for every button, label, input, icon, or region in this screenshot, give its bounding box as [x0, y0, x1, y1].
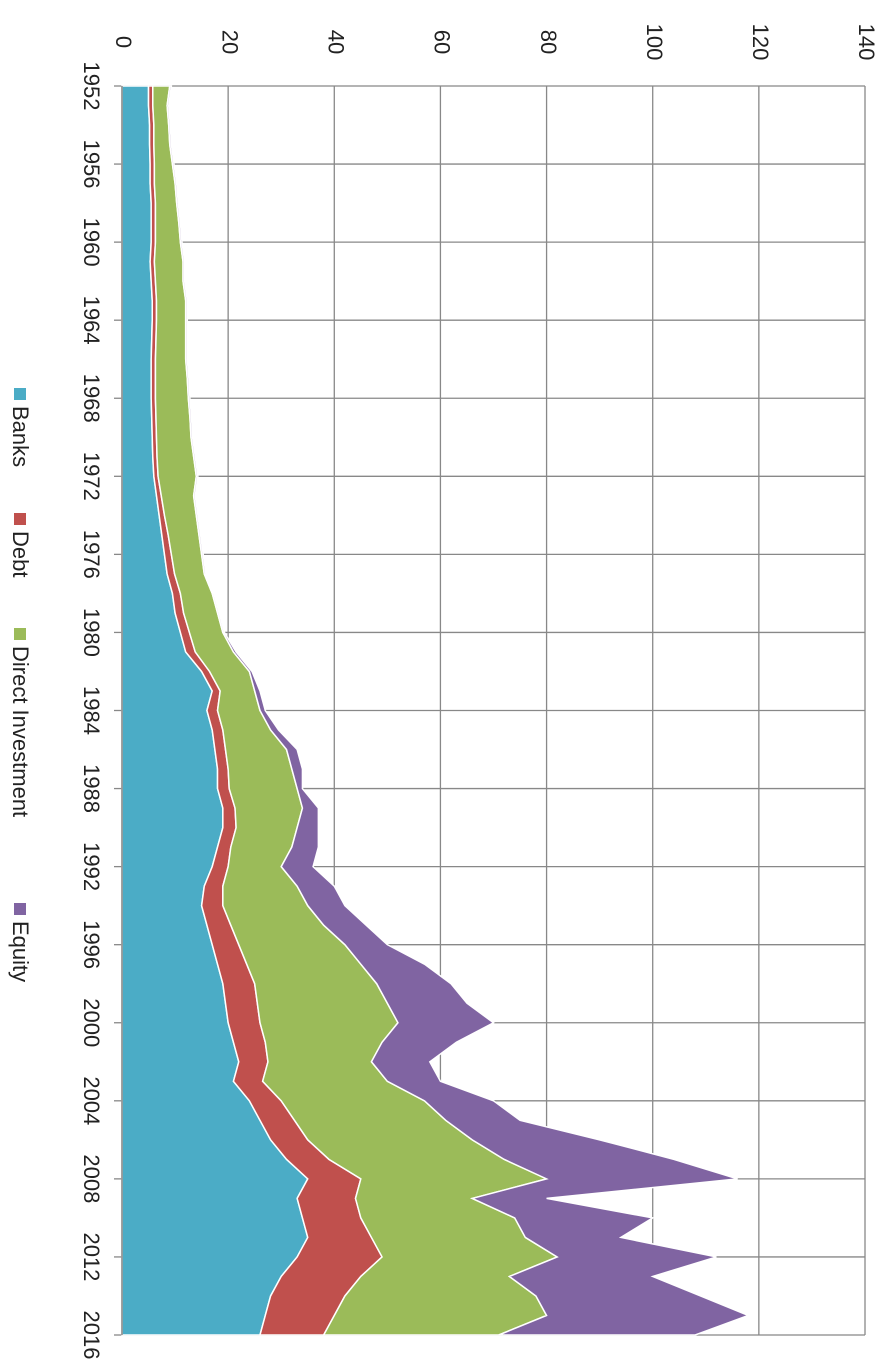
- x-tick-label: 2004: [79, 1076, 104, 1125]
- x-tick-label: 2008: [79, 1154, 104, 1203]
- x-tick-label: 1960: [79, 218, 104, 267]
- y-tick-label: 20: [217, 30, 242, 54]
- x-tick-label: 1956: [79, 140, 104, 189]
- x-tick-label: 2016: [79, 1311, 104, 1360]
- legend-swatch: [14, 513, 26, 525]
- x-tick-label: 1984: [79, 686, 104, 735]
- x-tick-label: 1968: [79, 374, 104, 423]
- legend-label: Banks: [8, 406, 33, 467]
- y-tick-label: 140: [854, 24, 879, 61]
- legend-label: Equity: [8, 921, 33, 982]
- legend-label: Direct Investment: [8, 646, 33, 817]
- x-tick-label: 1992: [79, 842, 104, 891]
- y-tick-label: 0: [111, 36, 136, 48]
- legend: Banks Debt Direct Investment Equity: [8, 388, 33, 982]
- x-tick-label: 1996: [79, 920, 104, 969]
- x-tick-label: 1980: [79, 608, 104, 657]
- x-tick-label: 2012: [79, 1232, 104, 1281]
- y-tick-label: 120: [748, 24, 773, 61]
- x-tick-label: 1952: [79, 62, 104, 111]
- area: [166, 85, 751, 1336]
- x-tick-label: 1964: [79, 296, 104, 345]
- legend-swatch: [14, 628, 26, 640]
- y-tick-label: 60: [430, 30, 455, 54]
- legend-swatch: [14, 903, 26, 915]
- legend-swatch: [14, 388, 26, 400]
- x-tick-label: 1988: [79, 764, 104, 813]
- y-tick-label: 100: [642, 24, 667, 61]
- x-tick-label: 2000: [79, 998, 104, 1047]
- legend-label: Debt: [8, 531, 33, 577]
- x-tick-label: 1972: [79, 452, 104, 501]
- x-tick-label: 1976: [79, 530, 104, 579]
- y-tick-label: 40: [323, 30, 348, 54]
- y-tick-label: 80: [536, 30, 561, 54]
